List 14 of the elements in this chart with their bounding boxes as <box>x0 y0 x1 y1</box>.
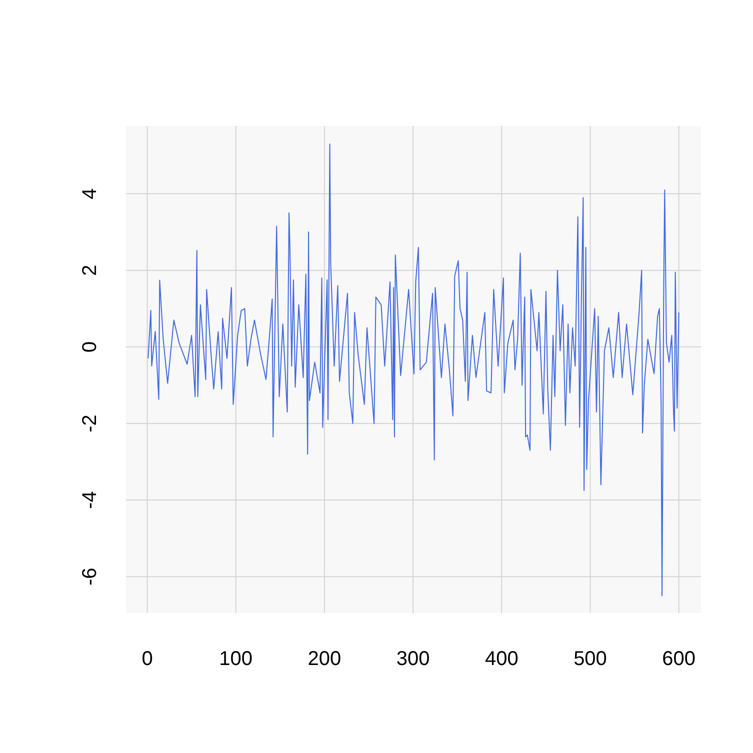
y-tick-label: -4 <box>79 491 101 509</box>
line-series <box>148 143 680 596</box>
y-tick-label: 0 <box>79 341 101 352</box>
x-tick-label: 600 <box>662 648 696 670</box>
x-tick-label: 0 <box>142 648 153 670</box>
x-tick-label: 400 <box>484 648 518 670</box>
x-tick-label: 100 <box>219 648 253 670</box>
x-tick-label: 200 <box>308 648 342 670</box>
y-tick-label: -2 <box>79 414 101 432</box>
y-tick-label: 2 <box>79 264 101 276</box>
y-tick-label: -6 <box>79 568 101 586</box>
x-tick-label: 500 <box>574 648 607 670</box>
y-tick-label: 4 <box>79 188 101 200</box>
x-tick-label: 300 <box>396 648 430 670</box>
